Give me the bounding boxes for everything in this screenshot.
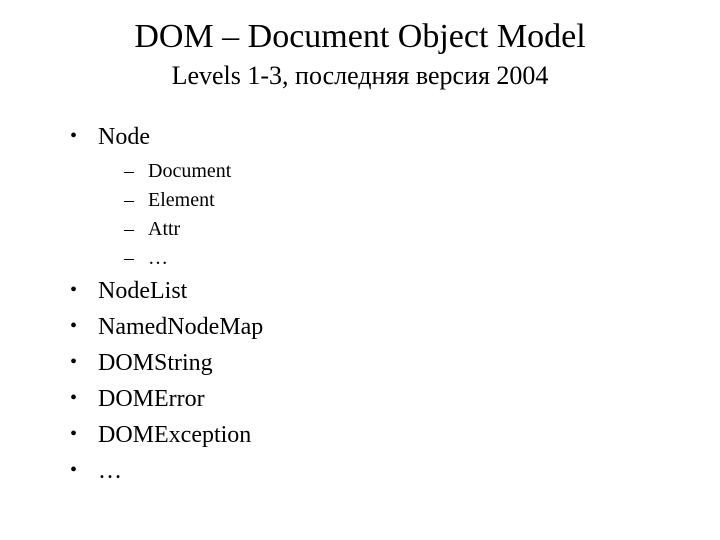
slide-subtitle: Levels 1-3, последняя версия 2004 bbox=[0, 61, 720, 91]
list-item-label: … bbox=[148, 247, 168, 269]
list-item: Attr bbox=[98, 215, 720, 244]
title-block: DOM – Document Object Model Levels 1-3, … bbox=[0, 16, 720, 91]
list-item: Document bbox=[98, 157, 720, 186]
list-item-label: Attr bbox=[148, 218, 180, 240]
list-item-label: Element bbox=[148, 189, 215, 211]
list-item-label: NamedNodeMap bbox=[98, 314, 263, 340]
list-item: … bbox=[98, 244, 720, 273]
list-item: NamedNodeMap bbox=[70, 309, 720, 345]
list-item-label: … bbox=[98, 458, 122, 484]
list-item: … bbox=[70, 453, 720, 489]
list-item: DOMError bbox=[70, 381, 720, 417]
bullet-list-level1: Node Document Element Attr … NodeList Na… bbox=[70, 119, 720, 489]
list-item-label: Document bbox=[148, 160, 231, 182]
list-item: Element bbox=[98, 186, 720, 215]
list-item-label: NodeList bbox=[98, 278, 187, 304]
list-item: DOMException bbox=[70, 417, 720, 453]
list-item: NodeList bbox=[70, 273, 720, 309]
list-item-label: DOMException bbox=[98, 422, 251, 448]
list-item-label: Node bbox=[98, 124, 150, 150]
slide-title: DOM – Document Object Model bbox=[0, 16, 720, 59]
list-item: DOMString bbox=[70, 345, 720, 381]
slide-content: Node Document Element Attr … NodeList Na… bbox=[0, 119, 720, 489]
list-item-label: DOMString bbox=[98, 350, 213, 376]
list-item: Node Document Element Attr … bbox=[70, 119, 720, 273]
bullet-list-level2: Document Element Attr … bbox=[98, 157, 720, 273]
list-item-label: DOMError bbox=[98, 386, 205, 412]
